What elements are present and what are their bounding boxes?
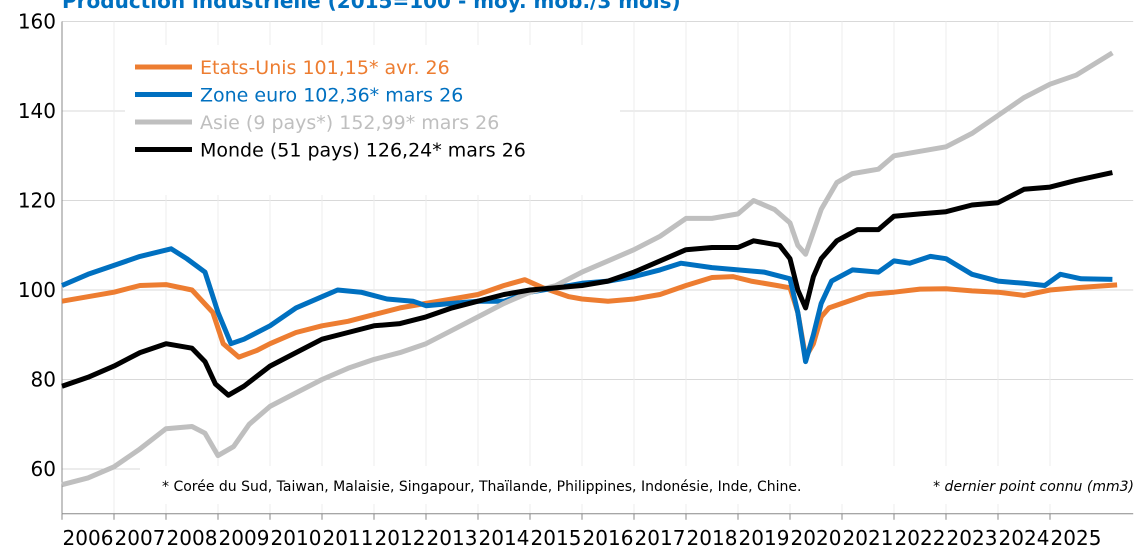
x-tick-label: 2025: [1051, 526, 1102, 550]
legend-label: Monde (51 pays) 126,24* mars 26: [200, 140, 526, 162]
legend: Etats-Unis 101,15* avr. 26 Zone euro 102,…: [125, 45, 620, 195]
legend-label: Asie (9 pays*) 152,99* mars 26: [200, 112, 499, 134]
series-line: [61, 170, 1113, 398]
chart-title: Production industrielle (2015=100 - moy.…: [62, 0, 681, 13]
x-tick-label: 2010: [271, 526, 322, 550]
legend-label: Etats-Unis 101,15* avr. 26: [200, 57, 450, 79]
x-tick-label: 2007: [115, 526, 166, 550]
x-tick-label: 2024: [999, 526, 1050, 550]
x-tick-label: 2008: [167, 526, 218, 550]
y-tick-label: 60: [31, 457, 56, 481]
x-tick-label: 2018: [687, 526, 738, 550]
x-tick-label: 2009: [219, 526, 270, 550]
footnote: * Corée du Sud, Taiwan, Malaisie, Singap…: [162, 479, 801, 495]
series-line: [61, 274, 1118, 360]
footnote: * dernier point connu (mm3): [933, 479, 1134, 495]
x-tick-label: 2015: [531, 526, 582, 550]
x-tick-label: 2020: [791, 526, 842, 550]
x-tick-label: 2013: [427, 526, 478, 550]
x-tick-label: 2019: [739, 526, 790, 550]
x-tick-label: 2012: [375, 526, 426, 550]
series-line: [61, 50, 1114, 488]
y-tick-label: 100: [18, 278, 56, 302]
x-tick-label: 2017: [635, 526, 686, 550]
x-tick-label: 2022: [895, 526, 946, 550]
y-tick-label: 160: [18, 10, 56, 34]
y-tick-label: 140: [18, 99, 56, 123]
x-tick-label: 2011: [323, 526, 374, 550]
y-tick-label: 120: [18, 189, 56, 213]
series-line: [61, 246, 1113, 365]
x-tick-label: 2006: [63, 526, 114, 550]
legend-box: [125, 45, 620, 195]
x-tick-label: 2016: [583, 526, 634, 550]
x-tick-label: 2023: [947, 526, 998, 550]
y-tick-label: 80: [31, 368, 56, 392]
x-tick-label: 2021: [843, 526, 894, 550]
x-tick-label: 2014: [479, 526, 530, 550]
footnote-box: [140, 466, 1138, 504]
legend-label: Zone euro 102,36* mars 26: [200, 85, 463, 107]
